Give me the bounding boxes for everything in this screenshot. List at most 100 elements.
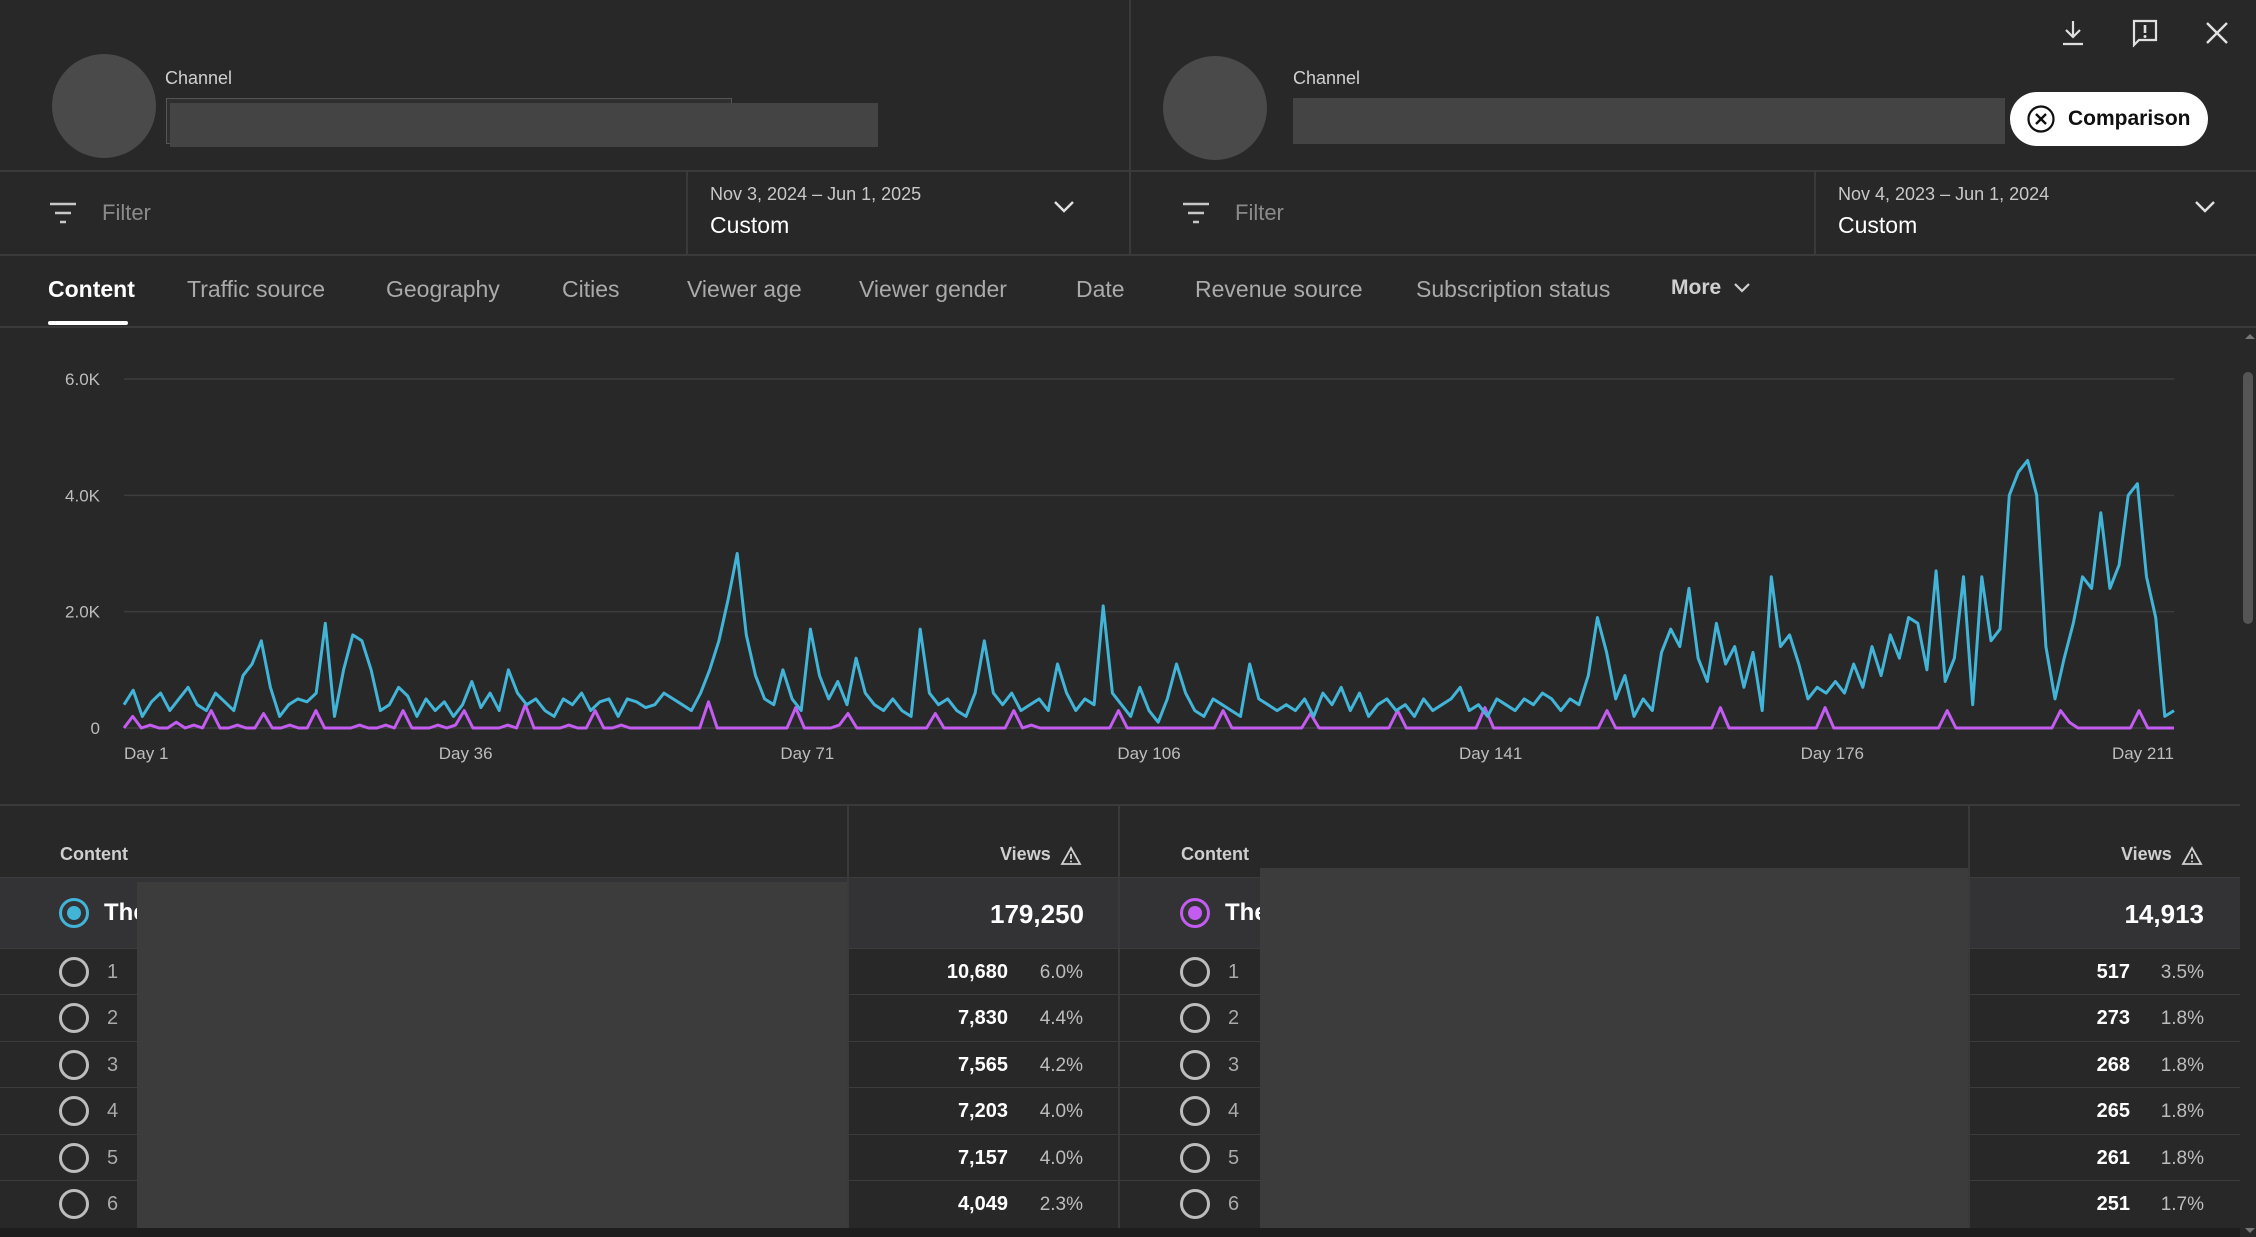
- filter-bottom-divider: [0, 254, 2256, 256]
- row-percentage: 6.0%: [1039, 962, 1083, 983]
- row-views: 261: [2096, 1147, 2130, 1169]
- row-views: 7,830: [957, 1007, 1008, 1029]
- chart-canvas: 6.0K 4.0K 2.0K 0 Day 1 Day 36 Day 71 Day 106 Day…: [65, 370, 2175, 763]
- x-tick-label: Day 211: [2112, 744, 2174, 763]
- chevron-down-icon: [2194, 200, 2216, 219]
- row-views: 517: [2096, 961, 2130, 983]
- warning-icon[interactable]: [1060, 846, 1082, 866]
- row-rank: 2: [1228, 1007, 1240, 1029]
- y-tick-label: 2.0K: [65, 603, 101, 622]
- filter-left[interactable]: Filter: [0, 172, 686, 254]
- row-percentage: 4.4%: [1039, 1008, 1083, 1029]
- comparison-header: Channel Channel Comparison: [0, 0, 2256, 170]
- tab-date[interactable]: Date: [1076, 276, 1125, 302]
- row-radio[interactable]: [59, 1143, 89, 1173]
- channel-label-right: Channel: [1293, 68, 1361, 88]
- scroll-up-icon[interactable]: [2242, 330, 2256, 342]
- filter-icon: [48, 196, 82, 230]
- tab-revenue-source[interactable]: Revenue source: [1195, 276, 1363, 302]
- views-line-chart: 6.0K 4.0K 2.0K 0 Day 1 Day 36 Day 71 Day 106 Day…: [0, 330, 2240, 800]
- date-picker-left[interactable]: Nov 3, 2024 – Jun 1, 2025 Custom: [688, 172, 1129, 254]
- filter-input-right[interactable]: Filter: [1235, 200, 1284, 225]
- filter-input-left[interactable]: Filter: [102, 200, 151, 225]
- series-line-secondary: [122, 700, 2174, 730]
- channel-selector-right[interactable]: [1293, 98, 2005, 144]
- channel-avatar-left: [52, 54, 156, 158]
- header-divider: [0, 170, 2256, 172]
- scroll-down-icon[interactable]: [2242, 1225, 2256, 1237]
- row-radio[interactable]: [1180, 1143, 1210, 1173]
- row-views: 10,680: [946, 961, 1008, 983]
- scrollbar-thumb[interactable]: [2243, 372, 2253, 624]
- total-radio-left[interactable]: [59, 898, 89, 928]
- row-views: 4,049: [957, 1193, 1008, 1215]
- tab-viewer-gender[interactable]: Viewer gender: [859, 276, 1007, 302]
- row-rank: 5: [107, 1147, 119, 1169]
- series-line-primary: [122, 458, 2175, 724]
- row-radio[interactable]: [1180, 1189, 1210, 1219]
- column-header-views[interactable]: Views: [2121, 844, 2172, 864]
- row-percentage: 4.0%: [1039, 1148, 1083, 1169]
- tab-cities[interactable]: Cities: [562, 276, 620, 302]
- row-views: 7,203: [957, 1100, 1008, 1122]
- total-radio-right[interactable]: [1180, 898, 1210, 928]
- date-picker-right[interactable]: Nov 4, 2023 – Jun 1, 2024 Custom: [1816, 172, 2256, 254]
- filter-divider-left: [686, 172, 688, 256]
- date-preset-left: Custom: [710, 212, 790, 238]
- tab-content[interactable]: Content: [48, 276, 135, 302]
- x-tick-label: Day 71: [780, 744, 834, 763]
- filter-right[interactable]: Filter: [1131, 172, 1814, 254]
- row-views: 265: [2096, 1100, 2130, 1122]
- row-radio[interactable]: [1180, 1050, 1210, 1080]
- column-header-content[interactable]: Content: [60, 844, 128, 864]
- row-views: 7,565: [957, 1054, 1008, 1076]
- download-icon[interactable]: [2054, 14, 2092, 52]
- total-views-right: 14,913: [2124, 899, 2204, 929]
- row-percentage: 3.5%: [2160, 962, 2204, 983]
- tab-more[interactable]: More: [1671, 276, 1751, 300]
- row-percentage: 4.0%: [1039, 1101, 1083, 1122]
- feedback-icon[interactable]: [2126, 14, 2164, 52]
- channel-name-redacted-left: [170, 103, 878, 147]
- x-tick-label: Day 141: [1459, 744, 1522, 763]
- redacted-titles-right: [1260, 868, 1968, 1237]
- x-tick-label: Day 176: [1801, 744, 1864, 763]
- row-percentage: 4.2%: [1039, 1055, 1083, 1076]
- tab-geography[interactable]: Geography: [386, 276, 500, 302]
- x-tick-label: Day 36: [439, 744, 493, 763]
- warning-icon[interactable]: [2181, 846, 2203, 866]
- redacted-titles-left: [137, 882, 847, 1237]
- row-radio[interactable]: [1180, 1003, 1210, 1033]
- row-percentage: 1.8%: [2160, 1008, 2204, 1029]
- row-percentage: 1.8%: [2160, 1148, 2204, 1169]
- date-range-right: Nov 4, 2023 – Jun 1, 2024: [1838, 184, 2050, 204]
- tab-subscription-status[interactable]: Subscription status: [1416, 276, 1611, 302]
- row-radio[interactable]: [1180, 1096, 1210, 1126]
- column-header-views[interactable]: Views: [1000, 844, 1051, 864]
- tab-viewer-age[interactable]: Viewer age: [687, 276, 802, 302]
- row-radio[interactable]: [59, 1003, 89, 1033]
- row-rank: 4: [1228, 1100, 1240, 1122]
- row-percentage: 1.8%: [2160, 1101, 2204, 1122]
- row-rank: 5: [1228, 1147, 1240, 1169]
- row-views: 251: [2096, 1193, 2130, 1215]
- bottom-edge: [0, 1228, 2240, 1237]
- chart-bottom-divider: [0, 804, 2240, 806]
- column-header-content[interactable]: Content: [1181, 844, 1249, 864]
- close-icon[interactable]: [2198, 14, 2236, 52]
- tab-traffic-source[interactable]: Traffic source: [187, 276, 326, 302]
- table-divider: [1118, 806, 1120, 1237]
- row-radio[interactable]: [1180, 957, 1210, 987]
- scrollbar-track[interactable]: [2240, 330, 2256, 1237]
- row-radio[interactable]: [59, 1189, 89, 1219]
- y-tick-label: 6.0K: [65, 370, 101, 389]
- row-radio[interactable]: [59, 957, 89, 987]
- panel-divider: [1129, 0, 1131, 256]
- comparison-button[interactable]: Comparison: [2010, 92, 2208, 146]
- row-radio[interactable]: [59, 1096, 89, 1126]
- x-tick-label: Day 106: [1117, 744, 1180, 763]
- x-tick-label: Day 1: [124, 744, 168, 763]
- row-radio[interactable]: [59, 1050, 89, 1080]
- comparison-button-label: Comparison: [2068, 107, 2191, 130]
